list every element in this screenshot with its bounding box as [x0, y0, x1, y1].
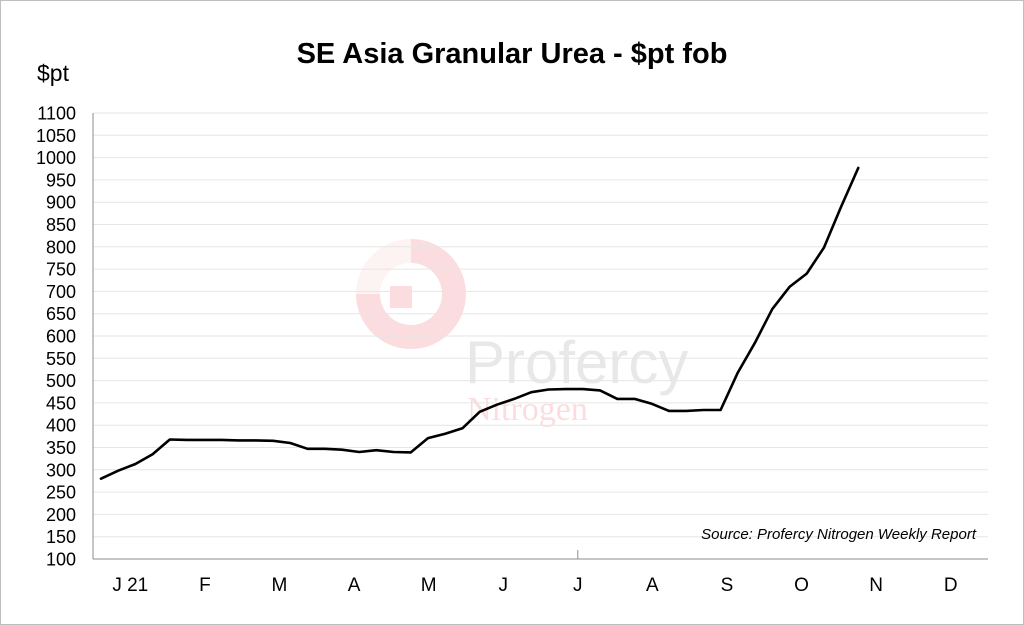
x-tick-label: J 21 — [112, 575, 148, 596]
y-tick-label: 700 — [46, 282, 76, 302]
y-tick-label: 600 — [46, 327, 76, 347]
y-tick-label: 1000 — [36, 148, 76, 168]
x-tick-label: S — [721, 575, 734, 596]
gridlines — [93, 112, 988, 538]
series-group — [99, 166, 860, 481]
y-tick-label: 750 — [46, 260, 76, 280]
y-tick-label: 900 — [46, 193, 76, 213]
watermark-ring-arc — [356, 239, 411, 294]
x-tick-label: J — [498, 575, 508, 596]
y-tick-label: 300 — [46, 460, 76, 480]
y-tick-label: 1050 — [36, 126, 76, 146]
x-tick-label: N — [869, 575, 883, 596]
x-tick-label: O — [794, 575, 809, 596]
x-tick-label: J — [573, 575, 583, 596]
y-tick-label: 850 — [46, 215, 76, 235]
y-tick-label: 550 — [46, 349, 76, 369]
chart-title: SE Asia Granular Urea - $pt fob — [296, 38, 728, 70]
y-tick-label: 450 — [46, 393, 76, 413]
x-tick-label: D — [944, 575, 958, 596]
x-tick-labels: J 21 F M A M J J A S O N D — [112, 575, 957, 596]
x-tick-label: M — [421, 575, 437, 596]
watermark-text: Profercy — [465, 329, 688, 396]
y-tick-label: 650 — [46, 304, 76, 324]
watermark-square — [390, 286, 412, 308]
y-tick-label: 100 — [46, 550, 76, 570]
source-note: Source: Profercy Nitrogen Weekly Report — [701, 526, 976, 543]
y-tick-label: 400 — [46, 416, 76, 436]
axes — [92, 113, 988, 560]
y-tick-label: 350 — [46, 438, 76, 458]
y-tick-label: 1100 — [37, 104, 76, 124]
y-tick-label: 250 — [46, 483, 76, 503]
y-axis-label: $pt — [37, 60, 69, 86]
x-tick-label: A — [646, 575, 659, 596]
series-line — [99, 166, 860, 481]
x-tick-label: A — [348, 575, 361, 596]
y-tick-label: 950 — [46, 170, 76, 190]
x-tick-label: M — [272, 575, 288, 596]
y-tick-label: 500 — [46, 371, 76, 391]
y-tick-label: 800 — [46, 237, 76, 257]
x-tick-label: F — [199, 575, 211, 596]
y-tick-label: 150 — [46, 527, 76, 547]
watermark-ring — [356, 239, 466, 349]
y-tick-label: 200 — [46, 505, 76, 525]
